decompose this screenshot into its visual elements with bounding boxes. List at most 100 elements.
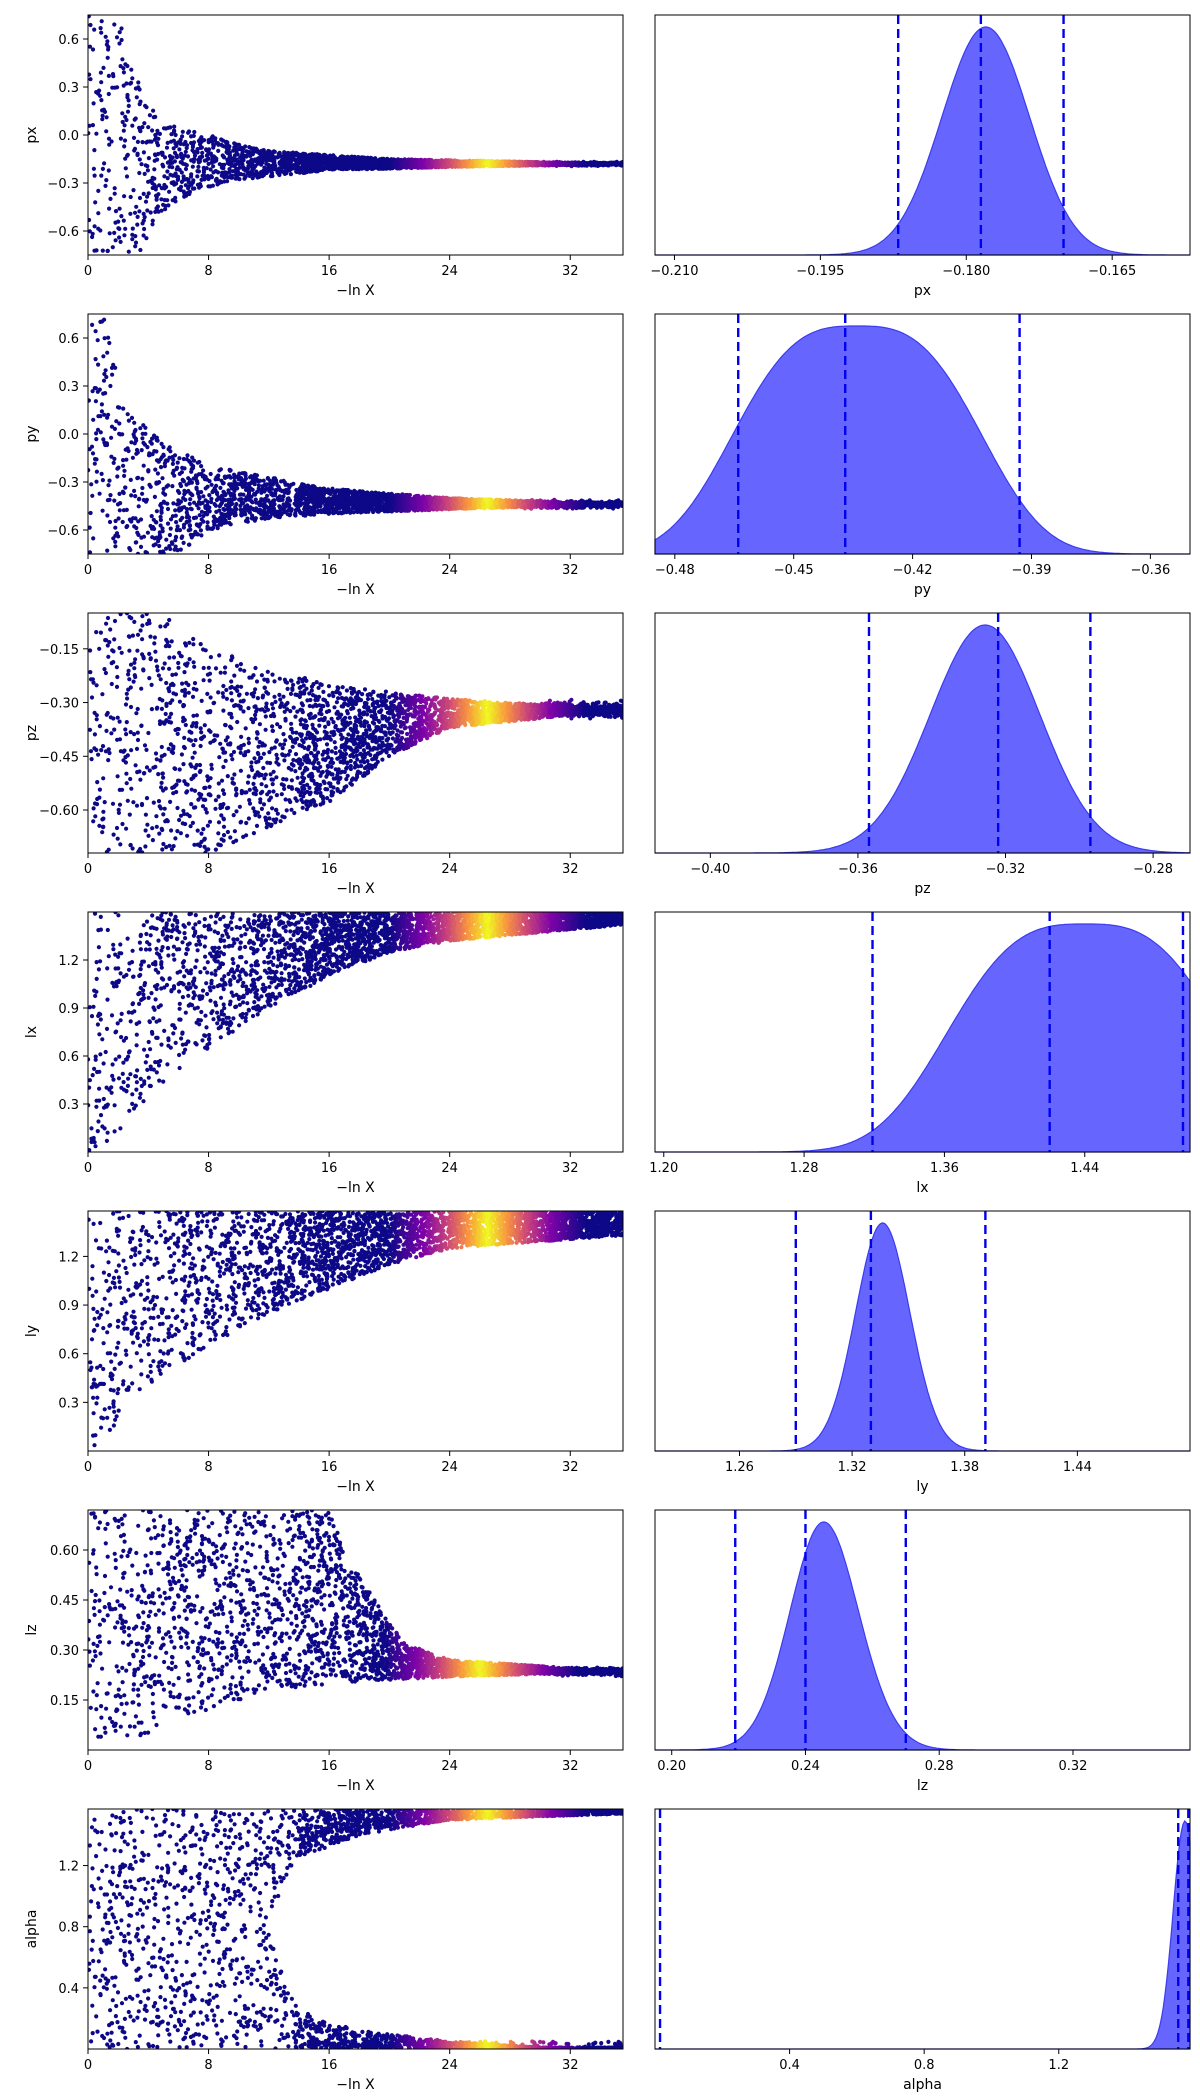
trace-point	[90, 234, 95, 240]
trace-point	[156, 209, 161, 214]
trace-point	[129, 67, 134, 72]
trace-point	[99, 30, 104, 35]
trace-point	[160, 151, 165, 156]
trace-point	[268, 158, 273, 163]
trace-point	[254, 169, 259, 174]
trace-point	[456, 161, 461, 167]
trace-point	[114, 419, 119, 424]
trace-point	[237, 146, 243, 152]
trace-point	[90, 231, 95, 236]
trace-point	[223, 171, 228, 176]
trace-point	[139, 535, 144, 540]
trace-point	[112, 230, 117, 235]
trace-point	[90, 451, 96, 456]
trace-point	[140, 140, 145, 145]
trace-point	[620, 161, 623, 166]
trace-point	[314, 156, 319, 161]
trace-point	[145, 208, 150, 213]
trace-point	[123, 166, 128, 171]
trace-point	[353, 166, 358, 171]
trace-point	[445, 161, 450, 166]
trace-point	[105, 548, 110, 553]
trace-point	[256, 483, 261, 488]
trace-point	[240, 152, 245, 157]
trace-point	[192, 153, 198, 158]
trace-point	[113, 539, 118, 545]
trace-point	[398, 158, 403, 163]
trace-point	[99, 98, 104, 103]
trace-point	[116, 226, 121, 231]
trace-point	[112, 22, 117, 27]
trace-point	[178, 141, 183, 146]
trace-point	[262, 157, 267, 162]
trace-point	[227, 153, 233, 158]
trace-point	[101, 65, 106, 70]
trace-point	[165, 521, 171, 526]
trace-point	[469, 161, 475, 166]
trace-point	[397, 166, 402, 171]
trace-point	[443, 164, 448, 169]
trace-point	[562, 161, 567, 166]
trace-point	[173, 132, 178, 138]
trace-point	[96, 226, 101, 231]
trace-point	[134, 95, 139, 100]
trace-point	[196, 489, 201, 495]
trace-point	[138, 247, 143, 253]
trace-point	[307, 163, 312, 168]
trace-point	[150, 185, 155, 191]
trace-point	[172, 150, 178, 155]
trace-point	[206, 161, 211, 166]
trace-point	[409, 164, 414, 169]
trace-point	[219, 142, 224, 147]
trace-point	[109, 454, 114, 459]
trace-point	[290, 166, 295, 171]
trace-point	[155, 471, 160, 476]
trace-point	[250, 171, 255, 176]
x-tick-label: 24	[441, 264, 458, 279]
trace-point	[101, 354, 106, 359]
trace-point	[358, 156, 363, 161]
trace-point	[199, 517, 204, 522]
trace-point	[337, 161, 342, 166]
trace-point	[172, 128, 177, 133]
trace-point	[144, 105, 149, 110]
x-axis-label: px	[914, 283, 931, 299]
trace-point	[88, 72, 92, 77]
trace-point	[568, 161, 573, 166]
trace-point	[204, 153, 209, 158]
trace-point	[181, 174, 186, 179]
trace-point	[253, 158, 258, 164]
trace-point	[96, 188, 101, 193]
trace-point	[169, 155, 174, 160]
trace-point	[143, 199, 149, 204]
trace-point	[92, 248, 97, 253]
trace-point	[167, 189, 172, 194]
trace-point	[302, 165, 308, 170]
trace-point	[198, 145, 203, 150]
trace-point	[142, 226, 147, 232]
trace-point	[107, 340, 112, 346]
trace-point	[233, 169, 238, 174]
trace-point	[88, 131, 91, 136]
trace-point	[100, 166, 105, 171]
trace-point	[122, 233, 127, 238]
trace-point	[522, 162, 527, 167]
trace-point	[144, 236, 149, 241]
trace-point	[132, 148, 137, 153]
trace-point	[210, 134, 215, 139]
trace-point	[209, 482, 214, 487]
trace-point	[208, 167, 213, 172]
trace-point	[478, 163, 483, 169]
trace-point	[153, 209, 158, 214]
trace-point	[98, 70, 103, 75]
trace-point	[222, 179, 227, 184]
trace-point	[88, 217, 92, 223]
trace-point	[158, 517, 163, 523]
trace-point	[591, 162, 596, 167]
trace-point	[167, 445, 172, 450]
trace-point	[119, 26, 124, 31]
trace-point	[146, 125, 151, 130]
trace-point	[132, 210, 138, 215]
trace-point	[112, 426, 117, 431]
trace-point	[102, 161, 107, 166]
